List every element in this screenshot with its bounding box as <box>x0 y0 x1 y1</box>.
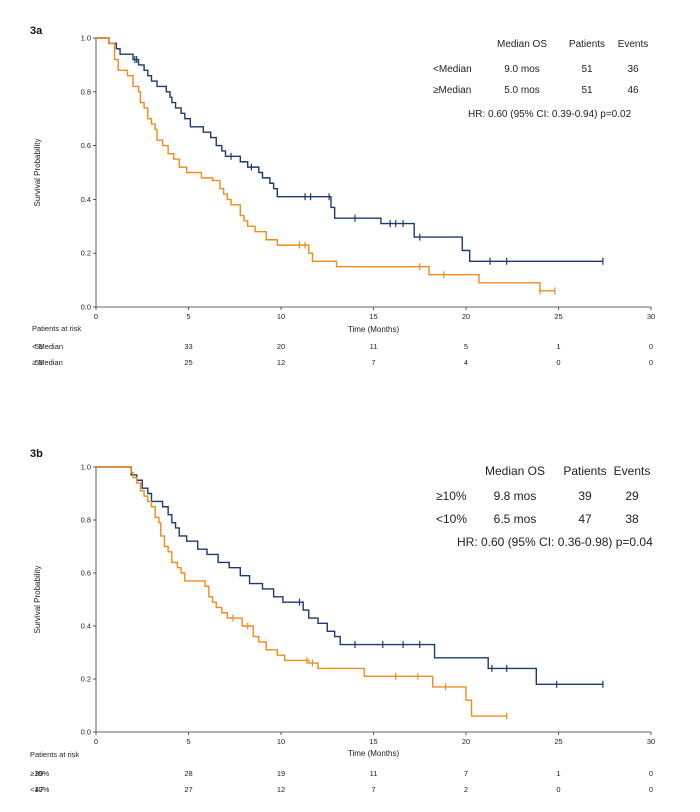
y-tick-label: 0.4 <box>81 195 91 204</box>
risk-value: 27 <box>184 785 192 794</box>
y-tick-label: 0.6 <box>81 569 91 578</box>
y-tick-label: 0.2 <box>81 675 91 684</box>
legend-median-os: 9.8 mos <box>494 489 537 503</box>
risk-value: 12 <box>277 358 285 367</box>
legend-median-os: 9.0 mos <box>504 64 540 75</box>
y-tick-label: 0.8 <box>81 87 91 96</box>
legend-header: Median OS <box>497 39 547 50</box>
legend-group-label: <10% <box>436 512 467 526</box>
risk-value: 0 <box>649 358 653 367</box>
legend-group-label: <Median <box>433 64 472 75</box>
legend-group-label: ≥Median <box>433 85 471 96</box>
x-tick-label: 5 <box>186 737 190 746</box>
risk-value: 11 <box>370 342 378 351</box>
risk-value: 7 <box>371 358 375 367</box>
legend-header: Patients <box>563 464 606 478</box>
hazard-ratio-text: HR: 0.60 (95% CI: 0.39-0.94) p=0.02 <box>468 109 632 120</box>
risk-value: 0 <box>556 358 560 367</box>
x-tick-label: 10 <box>277 312 285 321</box>
legend-group-label: ≥10% <box>436 489 467 503</box>
legend-median-os: 5.0 mos <box>504 85 540 96</box>
risk-value: 0 <box>649 342 653 351</box>
x-tick-label: 20 <box>462 737 470 746</box>
legend-header: Median OS <box>485 464 545 478</box>
legend-events: 29 <box>625 489 639 503</box>
legend-events: 46 <box>627 85 639 96</box>
y-tick-label: 0.6 <box>81 141 91 150</box>
risk-value: 19 <box>277 769 285 778</box>
hazard-ratio-text: HR: 0.60 (95% CI: 0.36-0.98) p=0.04 <box>457 535 653 549</box>
risk-row-label: ≥10% <box>30 769 49 778</box>
risk-value: 28 <box>184 769 192 778</box>
risk-value: 51 <box>35 358 43 367</box>
km-curve-high <box>96 37 603 262</box>
risk-value: 47 <box>35 785 43 794</box>
x-tick-label: 20 <box>462 312 470 321</box>
risk-value: 12 <box>277 785 285 794</box>
risk-row-label: < Median <box>32 342 63 351</box>
legend-median-os: 6.5 mos <box>494 512 537 526</box>
risk-value: 5 <box>464 342 468 351</box>
risk-value: 0 <box>649 785 653 794</box>
legend-patients: 51 <box>581 64 593 75</box>
x-tick-label: 0 <box>94 737 98 746</box>
y-tick-label: 0.0 <box>81 303 91 312</box>
risk-value: 7 <box>371 785 375 794</box>
x-axis-title: Time (Months) <box>348 749 400 758</box>
x-axis-title: Time (Months) <box>348 325 400 334</box>
legend-patients: 39 <box>578 489 592 503</box>
risk-value: 2 <box>464 785 468 794</box>
km-curve-low <box>96 37 555 292</box>
risk-value: 1 <box>556 342 560 351</box>
x-tick-label: 30 <box>647 312 655 321</box>
x-tick-label: 0 <box>94 312 98 321</box>
y-tick-label: 0.8 <box>81 516 91 525</box>
y-tick-label: 0.2 <box>81 249 91 258</box>
risk-value: 33 <box>184 342 192 351</box>
x-tick-label: 15 <box>369 737 377 746</box>
legend-events: 36 <box>627 64 639 75</box>
risk-row-label: <10% <box>30 785 50 794</box>
risk-table-title: Patients at risk <box>32 324 81 333</box>
risk-value: 51 <box>35 342 43 351</box>
y-axis-title: Survival Probability <box>33 565 42 633</box>
panel-label: 3a <box>30 25 43 37</box>
risk-value: 20 <box>277 342 285 351</box>
risk-value: 4 <box>464 358 468 367</box>
legend-header: Patients <box>569 39 605 50</box>
legend-patients: 51 <box>581 85 593 96</box>
risk-table-title: Patients at risk <box>30 750 79 759</box>
y-tick-label: 0.0 <box>81 728 91 737</box>
km-curve-low <box>96 466 507 717</box>
risk-row-label: ≥ Median <box>32 358 63 367</box>
risk-value: 39 <box>35 769 43 778</box>
legend-patients: 47 <box>578 512 592 526</box>
legend-events: 38 <box>625 512 639 526</box>
x-tick-label: 30 <box>647 737 655 746</box>
legend-header: Events <box>618 39 649 50</box>
x-tick-label: 25 <box>554 737 562 746</box>
risk-value: 7 <box>464 769 468 778</box>
x-tick-label: 25 <box>554 312 562 321</box>
legend-header: Events <box>614 464 651 478</box>
risk-value: 25 <box>184 358 192 367</box>
x-tick-label: 10 <box>277 737 285 746</box>
risk-value: 11 <box>370 769 378 778</box>
x-tick-label: 5 <box>186 312 190 321</box>
y-tick-label: 1.0 <box>81 463 91 472</box>
y-tick-label: 1.0 <box>81 34 91 43</box>
y-tick-label: 0.4 <box>81 622 91 631</box>
panel-label: 3b <box>30 448 43 460</box>
x-tick-label: 15 <box>369 312 377 321</box>
y-axis-title: Survival Probability <box>33 138 42 206</box>
risk-value: 0 <box>649 769 653 778</box>
risk-value: 1 <box>556 769 560 778</box>
risk-value: 0 <box>556 785 560 794</box>
